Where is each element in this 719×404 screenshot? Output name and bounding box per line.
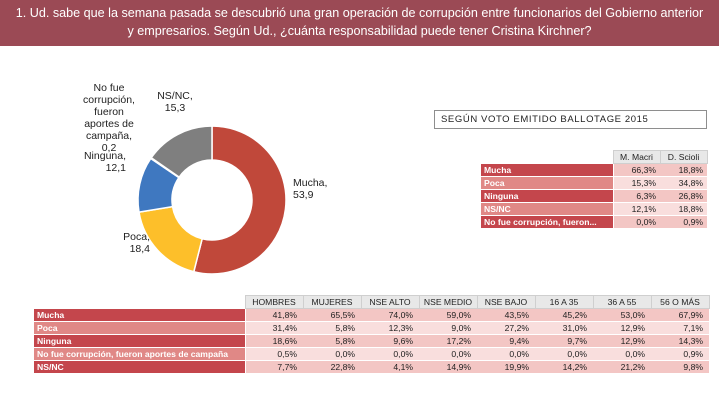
demographics-corner xyxy=(34,296,245,309)
ballotage-table: M. Macri D. Scioli Mucha 66,3% 18,8% Poc… xyxy=(481,150,708,229)
cell-value: 67,9% xyxy=(651,308,709,322)
cell-value: 12,9% xyxy=(593,334,651,348)
row-label: Ninguna xyxy=(34,334,246,348)
cell-value: 9,8% xyxy=(651,360,709,374)
cell-value: 7,7% xyxy=(245,360,303,374)
ballotage-corner xyxy=(481,151,613,164)
row-label: No fue corrupción, fueron aportes de cam… xyxy=(34,347,246,361)
cell-value: 4,1% xyxy=(361,360,419,374)
cell-value: 0,5% xyxy=(245,347,303,361)
cell-value: 26,8% xyxy=(660,189,707,203)
col-header: NSE ALTO xyxy=(360,295,420,309)
cell-value: 0,0% xyxy=(613,215,660,229)
cell-value: 0,9% xyxy=(651,347,709,361)
ballotage-col-macri: M. Macri xyxy=(612,150,661,164)
cell-value: 66,3% xyxy=(613,163,660,177)
cell-value: 14,2% xyxy=(535,360,593,374)
ballotage-row: Poca 15,3% 34,8% xyxy=(481,176,707,190)
col-header: NSE BAJO xyxy=(476,295,536,309)
ballotage-col-scioli: D. Scioli xyxy=(659,150,708,164)
demographics-row: Poca 31,4% 5,8% 12,3% 9,0% 27,2% 31,0% 1… xyxy=(34,321,709,335)
cell-value: 18,8% xyxy=(660,163,707,177)
cell-value: 0,0% xyxy=(361,347,419,361)
cell-value: 18,6% xyxy=(245,334,303,348)
cell-value: 12,1% xyxy=(613,202,660,216)
cell-value: 53,0% xyxy=(593,308,651,322)
slice-nsnc xyxy=(150,125,213,179)
cell-value: 0,0% xyxy=(303,347,361,361)
cell-value: 14,3% xyxy=(651,334,709,348)
ballotage-row: Mucha 66,3% 18,8% xyxy=(481,163,707,177)
cell-value: 19,9% xyxy=(477,360,535,374)
demographics-row: Ninguna 18,6% 5,8% 9,6% 17,2% 9,4% 9,7% … xyxy=(34,334,709,348)
cell-value: 0,0% xyxy=(535,347,593,361)
row-label: NS/NC xyxy=(34,360,246,374)
cell-value: 45,2% xyxy=(535,308,593,322)
cell-value: 5,8% xyxy=(303,334,361,348)
cell-value: 31,0% xyxy=(535,321,593,335)
cell-value: 17,2% xyxy=(419,334,477,348)
cell-value: 15,3% xyxy=(613,176,660,190)
cell-value: 7,1% xyxy=(651,321,709,335)
col-header: NSE MEDIO xyxy=(418,295,478,309)
ballotage-row: NS/NC 12,1% 18,8% xyxy=(481,202,707,216)
title-bar: 1. Ud. sabe que la semana pasada se desc… xyxy=(0,0,719,46)
cell-value: 65,5% xyxy=(303,308,361,322)
slice-mucha xyxy=(192,125,287,275)
cell-value: 22,8% xyxy=(303,360,361,374)
ballotage-row: Ninguna 6,3% 26,8% xyxy=(481,189,707,203)
ballotage-header-row: M. Macri D. Scioli xyxy=(481,150,708,164)
cell-value: 12,9% xyxy=(593,321,651,335)
cell-value: 59,0% xyxy=(419,308,477,322)
col-header: MUJERES xyxy=(302,295,362,309)
cell-value: 9,0% xyxy=(419,321,477,335)
cell-value: 5,8% xyxy=(303,321,361,335)
title-line-2: y empresarios. Según Ud., ¿cuánta respon… xyxy=(127,24,592,38)
row-label: NS/NC xyxy=(481,202,614,216)
col-header: HOMBRES xyxy=(244,295,304,309)
label-nsnc: NS/NC, 15,3 xyxy=(157,90,193,114)
ballotage-row: No fue corrupción, fueron... 0,0% 0,9% xyxy=(481,215,707,229)
row-label: Mucha xyxy=(34,308,246,322)
cell-value: 41,8% xyxy=(245,308,303,322)
label-ninguna: Ninguna, 12,1 xyxy=(84,150,126,174)
row-label: Ninguna xyxy=(481,189,614,203)
cell-value: 14,9% xyxy=(419,360,477,374)
cell-value: 21,2% xyxy=(593,360,651,374)
cell-value: 27,2% xyxy=(477,321,535,335)
row-label: No fue corrupción, fueron... xyxy=(481,215,614,229)
title-line-1: 1. Ud. sabe que la semana pasada se desc… xyxy=(15,6,704,20)
demographics-row: NS/NC 7,7% 22,8% 4,1% 14,9% 19,9% 14,2% … xyxy=(34,360,709,374)
donut-chart: Mucha, 53,9 Poca, 18,4 Ninguna, 12,1No fue cor… xyxy=(83,82,327,275)
demographics-row: Mucha 41,8% 65,5% 74,0% 59,0% 43,5% 45,2… xyxy=(34,308,709,322)
cell-value: 0,0% xyxy=(419,347,477,361)
col-header: 16 A 35 xyxy=(534,295,594,309)
ballotage-header: SEGÚN VOTO EMITIDO BALLOTAGE 2015 xyxy=(434,110,707,129)
col-header: 36 A 55 xyxy=(592,295,652,309)
demographics-table: HOMBRES MUJERES NSE ALTO NSE MEDIO NSE B… xyxy=(34,295,710,374)
row-label: Poca xyxy=(481,176,614,190)
cell-value: 9,6% xyxy=(361,334,419,348)
cell-value: 12,3% xyxy=(361,321,419,335)
row-label: Poca xyxy=(34,321,246,335)
cell-value: 9,4% xyxy=(477,334,535,348)
cell-value: 43,5% xyxy=(477,308,535,322)
cell-value: 6,3% xyxy=(613,189,660,203)
cell-value: 0,9% xyxy=(660,215,707,229)
label-poca: Poca, 18,4 xyxy=(123,231,150,255)
cell-value: 34,8% xyxy=(660,176,707,190)
demographics-header-row: HOMBRES MUJERES NSE ALTO NSE MEDIO NSE B… xyxy=(34,295,710,309)
label-no_fue: No fue corrupción, fueron aportes de campaña… xyxy=(83,82,135,154)
cell-value: 31,4% xyxy=(245,321,303,335)
label-mucha: Mucha, 53,9 xyxy=(293,177,327,201)
row-label: Mucha xyxy=(481,163,614,177)
cell-value: 18,8% xyxy=(660,202,707,216)
cell-value: 0,0% xyxy=(477,347,535,361)
cell-value: 74,0% xyxy=(361,308,419,322)
cell-value: 0,0% xyxy=(593,347,651,361)
demographics-row: No fue corrupción, fueron aportes de cam… xyxy=(34,347,709,361)
col-header: 56 O MÁS xyxy=(650,295,710,309)
cell-value: 9,7% xyxy=(535,334,593,348)
